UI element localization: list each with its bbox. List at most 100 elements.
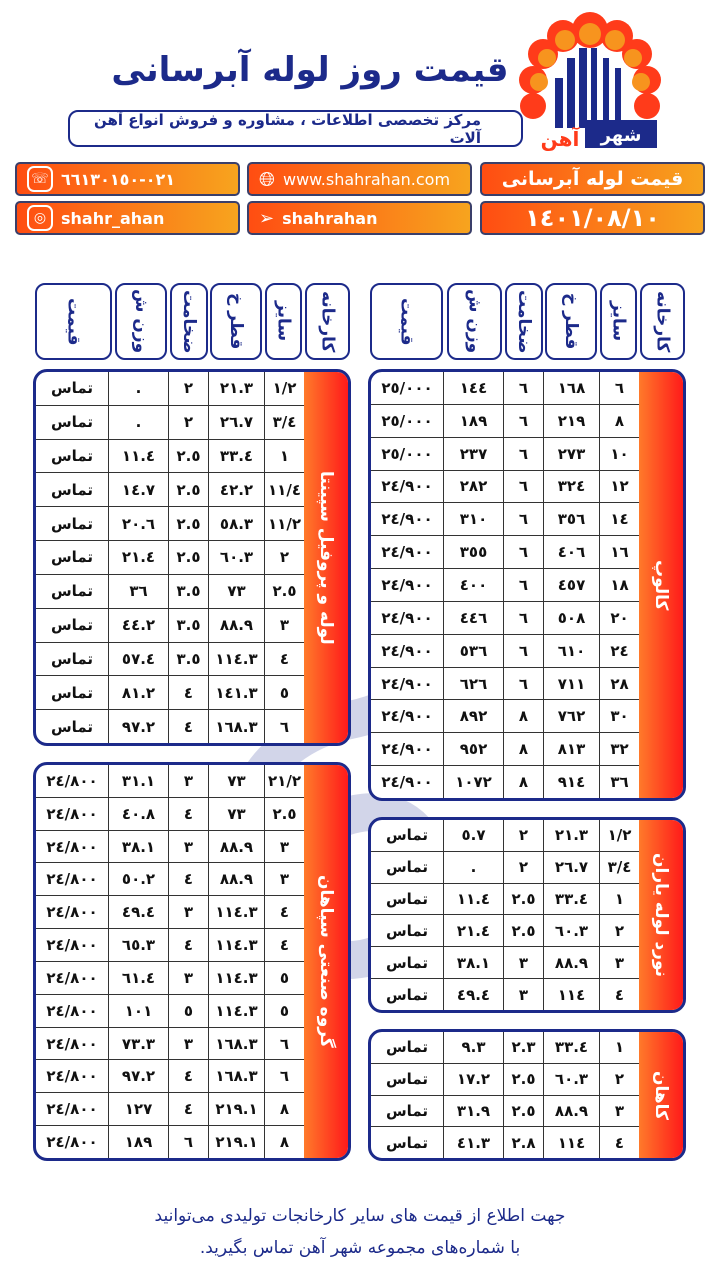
size-cell: ٥ [264, 994, 304, 1027]
phone-button[interactable]: ☏ ٠٢١-٦٦١٣٠١٥٠ [15, 162, 240, 196]
price-cell: ٢٤/٨٠٠ [46, 1133, 98, 1152]
size-cell: ٦ [264, 710, 304, 743]
instagram-link[interactable]: ◎ shahr_ahan [15, 201, 240, 235]
weight-cell: ٣٨.١ [108, 830, 168, 863]
outer-diameter-cell: ٣٣.٤ [208, 439, 264, 473]
thickness-cell: ٤ [168, 863, 208, 896]
price-cell: تماس [50, 582, 94, 601]
header-weight: وزن ش [115, 283, 167, 360]
outer-diameter-cell: ١١٤.٣ [208, 929, 264, 961]
thickness-cell: ٢.٥ [503, 883, 543, 915]
outer-diameter-cell: ١١٤.٣ [208, 896, 264, 929]
price-cell: تماس [385, 1038, 429, 1057]
table-row: ٣ ٨٨.٩ ٣ ٣٨.١ ٢٤/٨٠٠ [36, 830, 304, 864]
price-cell: ٢٤/٨٠٠ [46, 903, 98, 922]
size-cell: ٣ [599, 1095, 639, 1127]
weight-cell: ٢١.٤ [443, 915, 503, 947]
phone-icon: ☏ [27, 166, 53, 192]
outer-diameter-cell: ٧٣ [208, 574, 264, 608]
weight-cell: ٢١.٤ [108, 541, 168, 574]
outer-diameter-cell: ٢١.٣ [543, 820, 599, 851]
weight-cell: ٢٨٢ [443, 470, 503, 503]
thickness-cell: ٦ [503, 667, 543, 700]
price-cell: تماس [50, 548, 94, 567]
size-cell: ١١/٢ [264, 507, 304, 541]
weight-cell: ٧٣.٣ [108, 1027, 168, 1060]
outer-diameter-cell: ٢١٩.١ [208, 1093, 264, 1126]
weight-cell: ٨١.٢ [108, 676, 168, 710]
thickness-cell: ٦ [503, 634, 543, 667]
table-row: ٣٠ ٧٦٢ ٨ ٨٩٢ ٢٤/٩٠٠ [371, 700, 639, 734]
outer-diameter-cell: ٦٠.٣ [208, 541, 264, 574]
thickness-cell: ٨ [503, 766, 543, 798]
price-cell: ٢٤/٨٠٠ [46, 968, 98, 987]
price-cell: تماس [385, 921, 429, 940]
table-row: ٨ ٢١٩ ٦ ١٨٩ ٢٥/٠٠٠ [371, 404, 639, 438]
outer-diameter-cell: ٥٠٨ [543, 601, 599, 634]
table-row: ٢٠ ٥٠٨ ٦ ٤٤٦ ٢٤/٩٠٠ [371, 601, 639, 635]
size-cell: ١ [599, 1032, 639, 1063]
price-cell: ٢٤/٨٠٠ [46, 837, 98, 856]
price-cell: تماس [385, 826, 429, 845]
price-cell: ٢٤/٨٠٠ [46, 1001, 98, 1020]
table-row: ٢.٥ ٧٣ ٤ ٤٠.٨ ٢٤/٨٠٠ [36, 797, 304, 831]
factory-label: گروه صنعتی سپاهان [304, 765, 348, 1158]
size-cell: ٤ [264, 929, 304, 961]
weight-cell: ٥٣٦ [443, 634, 503, 667]
thickness-cell: ٢ [503, 851, 543, 883]
thickness-cell: ٢.٥ [168, 473, 208, 507]
outer-diameter-cell: ١١٤.٣ [208, 961, 264, 994]
weight-cell: ١٨٩ [108, 1126, 168, 1158]
weight-cell: ٦٢٦ [443, 667, 503, 700]
size-cell: ٢.٥ [264, 574, 304, 608]
category-label: قیمت لوله آبرسانی [480, 162, 705, 196]
price-cell: تماس [385, 953, 429, 972]
header-size: سایز [600, 283, 637, 360]
telegram-link[interactable]: ➢ shahrahan [247, 201, 472, 235]
instagram-handle: shahr_ahan [61, 208, 165, 228]
price-cell: تماس [50, 514, 94, 533]
outer-diameter-cell: ٦٠.٣ [543, 915, 599, 947]
outer-diameter-cell: ٣٣.٤ [543, 883, 599, 915]
thickness-cell: ٦ [503, 503, 543, 536]
thickness-cell: ٣ [168, 830, 208, 863]
table-row: ٤ ١١٤.٣ ٣.٥ ٥٧.٤ تماس [36, 642, 304, 677]
table-row: ١١/٤ ٤٢.٢ ٢.٥ ١٤.٧ تماس [36, 473, 304, 508]
outer-diameter-cell: ١١٤.٣ [208, 642, 264, 676]
outer-diameter-cell: ١١٤ [543, 1127, 599, 1158]
outer-diameter-cell: ١٦٨.٣ [208, 1027, 264, 1060]
table-row: ٣٢ ٨١٣ ٨ ٩٥٢ ٢٤/٩٠٠ [371, 733, 639, 767]
thickness-cell: ٣ [168, 896, 208, 929]
outer-diameter-cell: ٢٦.٧ [208, 405, 264, 439]
outer-diameter-cell: ٣٣.٤ [543, 1032, 599, 1063]
weight-cell: ١٤.٧ [108, 473, 168, 507]
table-yaran: نورد لوله یاران ١/٢ ٢١.٣ ٢ ٥.٧ تماس ٣/٤ ٢٦.٧ ٢. ت… [368, 817, 686, 1013]
thickness-cell: ٤ [168, 929, 208, 961]
price-cell: تماس [385, 985, 429, 1004]
website-link[interactable]: 🌐︎ www.shahrahan.com [247, 162, 472, 196]
thickness-cell: ٤ [168, 710, 208, 743]
footer-line-2: با شماره‌های مجموعه شهر آهن تماس بگیرید. [199, 1238, 521, 1258]
price-cell: تماس [385, 1070, 429, 1089]
weight-cell: ٤٤.٢ [108, 608, 168, 642]
price-cell: ٢٥/٠٠٠ [381, 444, 433, 463]
table-row: ٦ ١٦٨.٣ ٣ ٧٣.٣ ٢٤/٨٠٠ [36, 1027, 304, 1061]
weight-cell: ٣٦ [108, 574, 168, 608]
thickness-cell: ٢.٥ [503, 1095, 543, 1127]
price-cell: ٢٥/٠٠٠ [381, 411, 433, 430]
thickness-cell: ٦ [503, 470, 543, 503]
thickness-cell: ٢.٥ [168, 439, 208, 473]
header-thickness: ضخامت [170, 283, 208, 360]
outer-diameter-cell: ٢١٩.١ [208, 1126, 264, 1158]
page-title: قیمت روز لوله آبرسانی [111, 50, 509, 90]
outer-diameter-cell: ٧٣ [208, 765, 264, 797]
price-cell: ٢٤/٩٠٠ [381, 543, 433, 562]
outer-diameter-cell: ٨٨.٩ [543, 947, 599, 979]
thickness-cell: ٦ [503, 404, 543, 437]
thickness-cell: ٢.٥ [503, 915, 543, 947]
table-kahan: کاهان ١ ٣٣.٤ ٢.٣ ٩.٣ تماس ٢ ٦٠.٣ ٢.٥ ١٧.٢ تماس ٣ ٨٨.… [368, 1029, 686, 1161]
price-cell: ٢٤/٩٠٠ [381, 773, 433, 792]
price-cell: ٢٤/٩٠٠ [381, 641, 433, 660]
thickness-cell: ٢.٨ [503, 1127, 543, 1158]
weight-cell: ٤١.٣ [443, 1127, 503, 1158]
